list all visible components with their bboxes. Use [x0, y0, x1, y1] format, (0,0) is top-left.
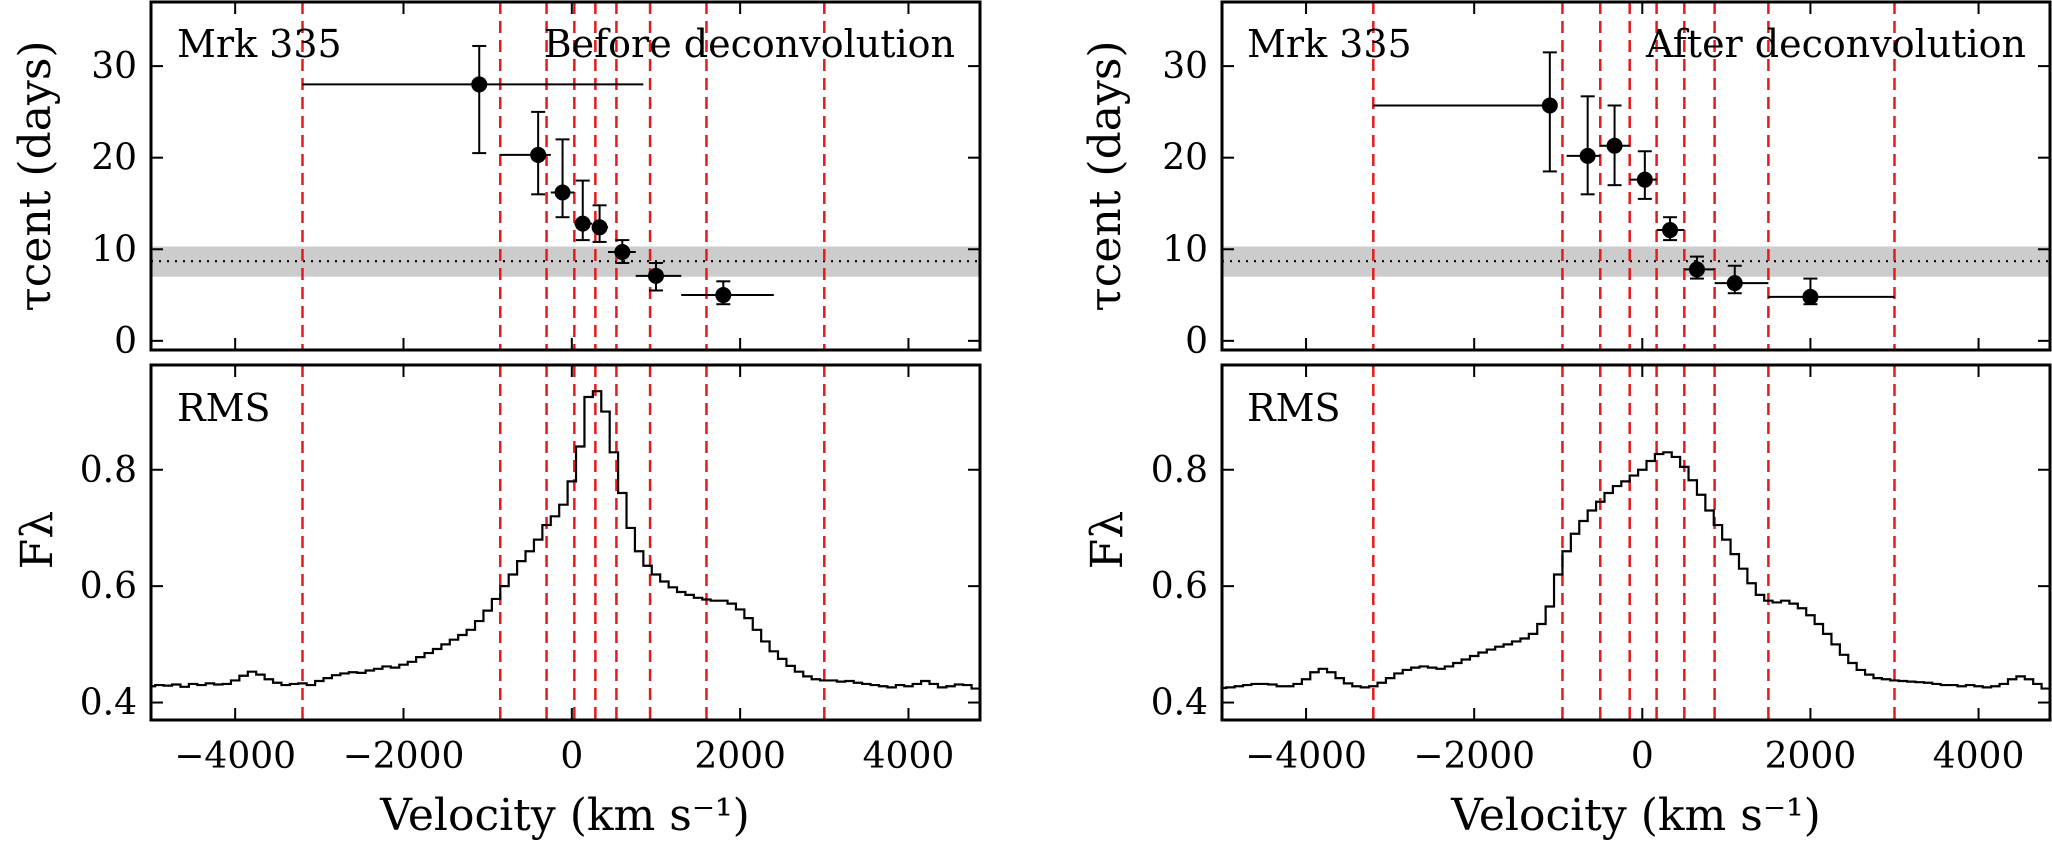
rms-before-plot: −4000 −2000 0 2000 4000 0.4 0.6 0.8 [80, 365, 980, 777]
lag-after-data-point [1726, 275, 1743, 292]
panel-lag-before: 0 10 20 30 Mrk 335 Before deconvolution τce… [10, 0, 982, 362]
lag-after-data-point [1579, 147, 1596, 164]
lag-after-ytick-label: 30 [1162, 46, 1208, 87]
lag-after-data-point [1662, 222, 1679, 239]
lag-before-data-point [591, 219, 608, 236]
lag-after-object-label: Mrk 335 [1247, 22, 1412, 66]
lag-before-frame [149, 0, 982, 352]
lag-after-ytick-label: 0 [1185, 321, 1208, 362]
rms-after-rms-spectrum-line [1222, 451, 2050, 690]
lag-before-ytick-label: 0 [114, 321, 137, 362]
lag-after-data-point [1636, 171, 1653, 188]
lag-after-plot: 0 10 20 30 [1162, 2, 2050, 362]
rms-after-xtick-label: −4000 [1245, 736, 1367, 777]
rms-before-xtick-label: 0 [560, 736, 583, 777]
lag-before-data-point [647, 267, 664, 284]
rms-after-xtick-label: 0 [1631, 736, 1654, 777]
lag-after-mean-band [1222, 246, 2050, 277]
rms-after-xlabel: Velocity (km s⁻¹) [1450, 790, 1821, 841]
rms-before-xlabel: Velocity (km s⁻¹) [379, 790, 750, 841]
lag-after-ylabel: τcent (days) [1080, 40, 1131, 311]
lag-before-object-label: Mrk 335 [177, 22, 342, 66]
rms-after-plot: −4000 −2000 0 2000 4000 0.4 0.6 0.8 [1151, 365, 2050, 777]
panel-lag-after: 0 10 20 30 Mrk 335 After deconvolution τcen… [1080, 0, 2052, 362]
lag-before-ytick-label: 20 [91, 138, 137, 179]
lag-before-data-point [554, 184, 571, 201]
rms-after-ylabel: Fλ [1082, 511, 1133, 569]
rms-after-panel-label: RMS [1247, 386, 1341, 430]
rms-after-ytick-label: 0.4 [1151, 683, 1208, 724]
rms-before-ylabel: Fλ [12, 511, 63, 569]
lag-after-ytick-label: 20 [1162, 138, 1208, 179]
lag-before-data-point [471, 76, 488, 93]
rms-after-ytick-label: 0.6 [1151, 566, 1208, 607]
rms-before-rms-spectrum-line [151, 390, 980, 690]
lag-after-data-point [1606, 137, 1623, 154]
rms-after-xtick-label: 4000 [1933, 736, 2025, 777]
lag-before-data-point [574, 215, 591, 232]
rms-before-frame [149, 363, 982, 722]
rms-before-xtick-label: −4000 [174, 736, 296, 777]
rms-before-ytick-label: 0.8 [80, 450, 137, 491]
rms-before-xtick-label: −2000 [343, 736, 465, 777]
panel-rms-after: −4000 −2000 0 2000 4000 0.4 0.6 0.8 RMS Fλ Velo… [1082, 363, 2052, 841]
rms-before-xtick-label: 4000 [863, 736, 955, 777]
rms-after-frame [1220, 363, 2052, 722]
lag-after-data-point [1802, 288, 1819, 305]
lag-before-title: Before deconvolution [544, 22, 955, 66]
panel-rms-before: −4000 −2000 0 2000 4000 0.4 0.6 0.8 RMS Fλ Velo… [12, 363, 982, 841]
rms-before-ytick-label: 0.4 [80, 683, 137, 724]
rms-after-xtick-label: −2000 [1413, 736, 1535, 777]
lag-before-data-point [530, 146, 547, 163]
rms-before-ytick-label: 0.6 [80, 566, 137, 607]
lag-before-data-point [614, 244, 631, 261]
lag-before-ytick-label: 10 [91, 229, 137, 270]
lag-after-frame [1220, 0, 2052, 352]
rms-before-panel-label: RMS [177, 386, 271, 430]
rms-after-xtick-label: 2000 [1765, 736, 1857, 777]
lag-before-ytick-label: 30 [91, 46, 137, 87]
rms-before-xtick-label: 2000 [694, 736, 786, 777]
lag-after-ytick-label: 10 [1162, 229, 1208, 270]
lag-after-data-point [1541, 97, 1558, 114]
lag-before-plot: 0 10 20 30 [91, 2, 980, 362]
lag-before-ylabel: τcent (days) [10, 40, 61, 311]
lag-before-mean-band [151, 246, 980, 277]
lag-after-data-point [1688, 261, 1705, 278]
lag-before-data-point [715, 287, 732, 304]
rms-after-ytick-label: 0.8 [1151, 450, 1208, 491]
lag-after-title: After deconvolution [1645, 22, 2026, 66]
